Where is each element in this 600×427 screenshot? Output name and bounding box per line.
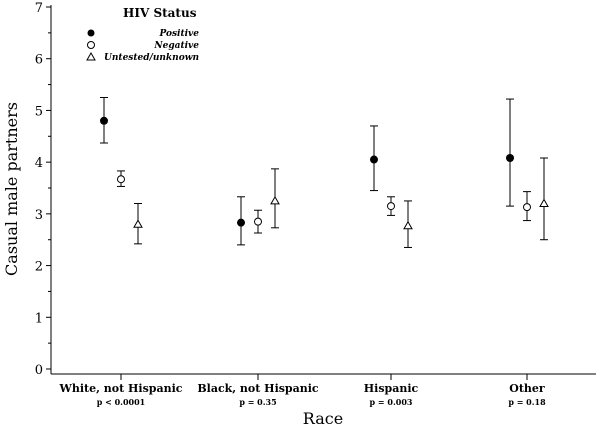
y-tick-label-5: 5 xyxy=(35,104,43,119)
p-value-label-0: p < 0.0001 xyxy=(97,397,145,407)
point-positive-3 xyxy=(506,98,514,207)
marker-negative-1 xyxy=(254,217,262,226)
legend-marker-positive xyxy=(87,29,95,37)
marker-untested-unknown-0 xyxy=(133,219,143,228)
marker-positive-2 xyxy=(370,155,378,164)
data-marks xyxy=(100,97,549,248)
x-category-label-2: Hispanic xyxy=(364,382,419,395)
y-axis-label: Casual male partners xyxy=(2,102,21,276)
marker-positive-0 xyxy=(100,116,108,125)
point-negative-3 xyxy=(523,191,531,222)
y-tick-label-1: 1 xyxy=(35,311,43,326)
legend-item-positive: Positive xyxy=(87,29,199,39)
x-category-label-3: Other xyxy=(509,382,545,395)
x-category-label-0: White, not Hispanic xyxy=(59,382,183,395)
x-category-label-1: Black, not Hispanic xyxy=(197,382,319,395)
marker-untested-unknown-2 xyxy=(403,220,413,230)
y-tick-label-0: 0 xyxy=(35,363,43,378)
y-tick-label-2: 2 xyxy=(35,260,43,275)
p-value-label-2: p = 0.003 xyxy=(370,397,413,407)
x-axis-categories: White, not Hispanic p < 0.0001 Black, not … xyxy=(59,374,546,407)
marker-untested-unknown-3 xyxy=(539,198,549,208)
marker-positive-1 xyxy=(237,218,245,227)
point-negative-2 xyxy=(387,196,395,216)
legend-label-negative: Negative xyxy=(153,41,199,51)
marker-negative-0 xyxy=(117,175,125,184)
plot-area xyxy=(50,5,596,375)
point-untested-unknown-0 xyxy=(133,203,143,245)
marker-negative-2 xyxy=(387,202,395,211)
point-untested-unknown-2 xyxy=(403,200,413,248)
marker-untested-unknown-1 xyxy=(270,195,280,205)
y-tick-label-4: 4 xyxy=(35,156,43,171)
point-positive-1 xyxy=(237,196,245,246)
legend-item-negative: Negative xyxy=(87,41,199,51)
legend-marker-negative xyxy=(87,41,95,49)
point-negative-0 xyxy=(117,170,125,187)
point-negative-1 xyxy=(254,209,262,234)
legend-item-untested: Untested/unknown xyxy=(86,51,199,63)
y-tick-label-7: 7 xyxy=(35,1,43,16)
point-untested-unknown-3 xyxy=(539,157,549,241)
y-tick-label-6: 6 xyxy=(35,53,43,68)
legend-label-positive: Positive xyxy=(158,29,199,39)
point-untested-unknown-1 xyxy=(270,168,280,229)
p-value-label-3: p = 0.18 xyxy=(508,397,546,407)
legend-marker-untested xyxy=(86,51,96,61)
y-tick-label-3: 3 xyxy=(35,208,43,223)
y-axis-ticks: 0 1 2 3 4 5 6 7 xyxy=(35,1,51,378)
point-positive-2 xyxy=(370,125,378,192)
marker-positive-3 xyxy=(506,154,514,163)
legend-title: HIV Status xyxy=(123,6,197,20)
x-axis-label: Race xyxy=(303,409,343,427)
legend-label-untested: Untested/unknown xyxy=(104,53,199,63)
legend: HIV Status Positive Negative Untested/un… xyxy=(86,6,199,63)
point-positive-0 xyxy=(100,97,108,144)
marker-negative-3 xyxy=(523,203,531,212)
p-value-label-1: p = 0.35 xyxy=(239,397,276,407)
